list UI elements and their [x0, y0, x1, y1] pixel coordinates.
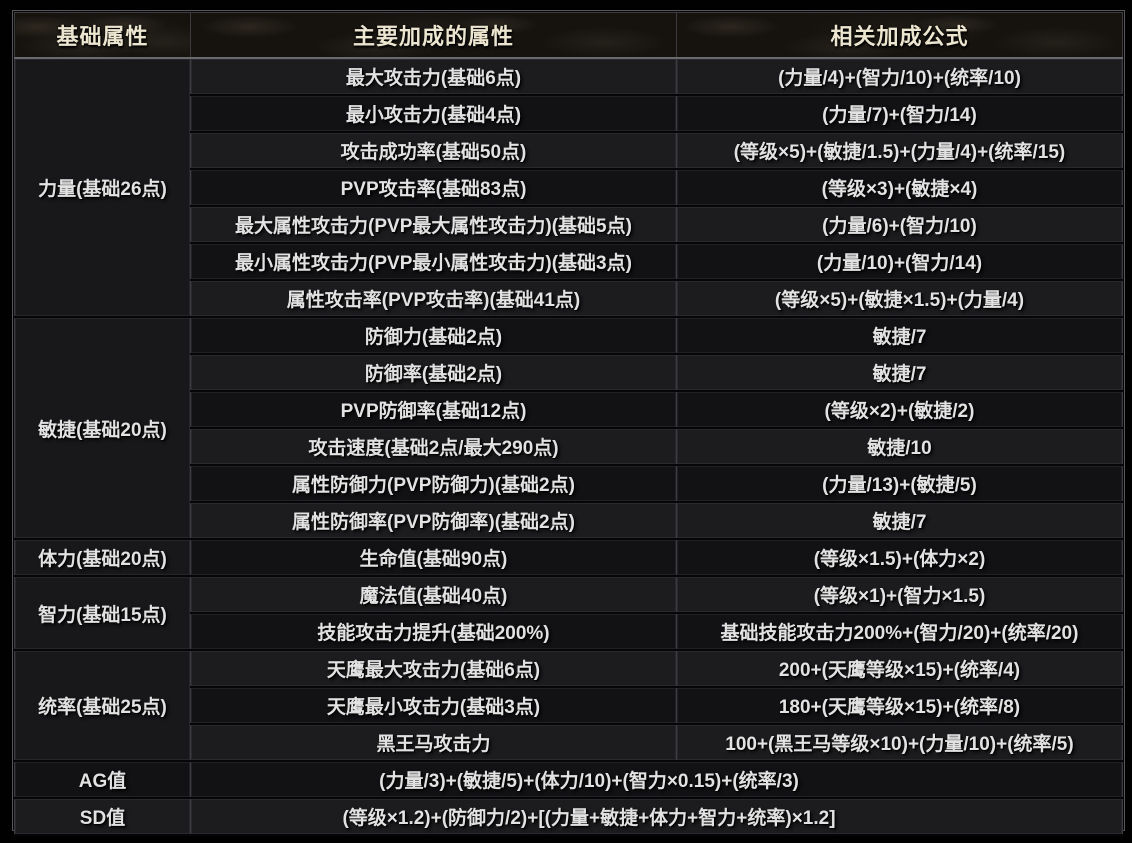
- summary-label-cell: SD值: [14, 797, 191, 836]
- table-row: PVP攻击率(基础83点) (等级×3)+(敏捷×4): [15, 168, 1123, 207]
- formula-cell: (等级×3)+(敏捷×4): [676, 168, 1123, 207]
- summary-label-cell: AG值: [14, 760, 191, 799]
- formula-cell: 200+(天鹰等级×15)+(统率/4): [676, 649, 1123, 688]
- formula-cell: (力量/4)+(智力/10)+(统率/10): [676, 57, 1123, 96]
- stats-table-frame: 基础属性 主要加成的属性 相关加成公式 力量(基础26点) 最大攻击力(基础6点)…: [12, 10, 1125, 836]
- stat-cell: 属性防御率(PVP防御率)(基础2点): [190, 501, 677, 540]
- table-row: 属性防御力(PVP防御力)(基础2点) (力量/13)+(敏捷/5): [15, 464, 1123, 503]
- stat-cell: 最小属性攻击力(PVP最小属性攻击力)(基础3点): [190, 242, 677, 281]
- stat-cell: PVP防御率(基础12点): [190, 390, 677, 429]
- formula-cell: 敏捷/7: [676, 316, 1123, 355]
- summary-row: SD值 (等级×1.2)+(防御力/2)+[(力量+敏捷+体力+智力+统率)×1.…: [14, 797, 1123, 836]
- stat-cell: 防御力(基础2点): [190, 316, 677, 355]
- formula-cell: 敏捷/7: [676, 501, 1123, 540]
- table-row: 体力(基础20点) 生命值(基础90点) (等级×1.5)+(体力×2): [14, 538, 1123, 577]
- table-row: 智力(基础15点) 魔法值(基础40点) (等级×1)+(智力×1.5): [14, 575, 1123, 651]
- formula-cell: (等级×5)+(敏捷/1.5)+(力量/4)+(统率/15): [676, 131, 1123, 170]
- table-row: 攻击成功率(基础50点) (等级×5)+(敏捷/1.5)+(力量/4)+(统率/1…: [15, 131, 1123, 170]
- stat-cell: 生命值(基础90点): [190, 538, 677, 577]
- stat-cell: 最小攻击力(基础4点): [190, 94, 677, 133]
- table-row: 属性防御率(PVP防御率)(基础2点) 敏捷/7: [15, 501, 1123, 540]
- formula-cell: (等级×2)+(敏捷/2): [676, 390, 1123, 429]
- table-row: PVP防御率(基础12点) (等级×2)+(敏捷/2): [15, 390, 1123, 429]
- table-row: 黑王马攻击力 100+(黑王马等级×10)+(力量/10)+(统率/5): [15, 723, 1123, 762]
- table-row: 天鹰最小攻击力(基础3点) 180+(天鹰等级×15)+(统率/8): [15, 686, 1123, 725]
- stat-cell: 天鹰最小攻击力(基础3点): [190, 686, 677, 725]
- summary-formula-cell: (等级×1.2)+(防御力/2)+[(力量+敏捷+体力+智力+统率)×1.2]: [190, 797, 1123, 836]
- summary-formula-cell: (力量/3)+(敏捷/5)+(体力/10)+(智力×0.15)+(统率/3): [190, 760, 1123, 799]
- table-row: 最小属性攻击力(PVP最小属性攻击力)(基础3点) (力量/10)+(智力/14): [15, 242, 1123, 281]
- summary-row: AG值 (力量/3)+(敏捷/5)+(体力/10)+(智力×0.15)+(统率/3…: [14, 760, 1123, 799]
- table-row: 防御率(基础2点) 敏捷/7: [15, 353, 1123, 392]
- formula-cell: 100+(黑王马等级×10)+(力量/10)+(统率/5): [676, 723, 1123, 762]
- formula-cell: 敏捷/7: [676, 353, 1123, 392]
- table-row: 最大属性攻击力(PVP最大属性攻击力)(基础5点) (力量/6)+(智力/10): [15, 205, 1123, 244]
- header-formula: 相关加成公式: [676, 12, 1123, 59]
- table-header-row: 基础属性 主要加成的属性 相关加成公式: [14, 12, 1123, 59]
- stat-cell: 属性攻击率(PVP攻击率)(基础41点): [190, 279, 677, 318]
- base-attribute-cell: 统率(基础25点): [14, 649, 191, 762]
- stat-cell: 黑王马攻击力: [190, 723, 677, 762]
- stat-cell: 魔法值(基础40点): [190, 575, 677, 614]
- table-row: 敏捷(基础20点) 防御力(基础2点) 敏捷/7: [14, 316, 1123, 540]
- stat-cell: 天鹰最大攻击力(基础6点): [190, 649, 677, 688]
- stat-cell: 攻击速度(基础2点/最大290点): [190, 427, 677, 466]
- base-attribute-cell: 敏捷(基础20点): [14, 316, 191, 540]
- formula-cell: (等级×5)+(敏捷×1.5)+(力量/4): [676, 279, 1123, 318]
- stat-cell: 最大攻击力(基础6点): [190, 57, 677, 96]
- header-bonus-stat: 主要加成的属性: [190, 12, 677, 59]
- formula-cell: 180+(天鹰等级×15)+(统率/8): [676, 686, 1123, 725]
- formula-cell: 基础技能攻击力200%+(智力/20)+(统率/20): [676, 612, 1123, 651]
- formula-cell: (力量/13)+(敏捷/5): [676, 464, 1123, 503]
- formula-cell: (力量/6)+(智力/10): [676, 205, 1123, 244]
- table-row: 攻击速度(基础2点/最大290点) 敏捷/10: [15, 427, 1123, 466]
- header-base-attribute: 基础属性: [14, 12, 191, 59]
- stat-cell: 攻击成功率(基础50点): [190, 131, 677, 170]
- formula-cell: (等级×1.5)+(体力×2): [676, 538, 1123, 577]
- table-row: 统率(基础25点) 天鹰最大攻击力(基础6点) 200+(天鹰等级×15)+(统率/…: [14, 649, 1123, 762]
- stat-cell: 属性防御力(PVP防御力)(基础2点): [190, 464, 677, 503]
- table-row: 属性攻击率(PVP攻击率)(基础41点) (等级×5)+(敏捷×1.5)+(力量/…: [15, 279, 1123, 318]
- base-attribute-cell: 智力(基础15点): [14, 575, 191, 651]
- attribute-bonus-table: 基础属性 主要加成的属性 相关加成公式 力量(基础26点) 最大攻击力(基础6点)…: [14, 12, 1123, 836]
- stat-cell: 最大属性攻击力(PVP最大属性攻击力)(基础5点): [190, 205, 677, 244]
- table-row: 技能攻击力提升(基础200%) 基础技能攻击力200%+(智力/20)+(统率/2…: [15, 612, 1123, 651]
- base-attribute-cell: 体力(基础20点): [14, 538, 191, 577]
- formula-cell: (等级×1)+(智力×1.5): [676, 575, 1123, 614]
- stat-cell: PVP攻击率(基础83点): [190, 168, 677, 207]
- stat-cell: 防御率(基础2点): [190, 353, 677, 392]
- formula-cell: 敏捷/10: [676, 427, 1123, 466]
- formula-cell: (力量/10)+(智力/14): [676, 242, 1123, 281]
- stat-cell: 技能攻击力提升(基础200%): [190, 612, 677, 651]
- table-row: 力量(基础26点) 最大攻击力(基础6点) (力量/4)+(智力/10)+(统率/1…: [14, 57, 1123, 318]
- base-attribute-cell: 力量(基础26点): [14, 57, 191, 318]
- formula-cell: (力量/7)+(智力/14): [676, 94, 1123, 133]
- table-body: 力量(基础26点) 最大攻击力(基础6点) (力量/4)+(智力/10)+(统率/1…: [14, 57, 1123, 836]
- table-row: 最小攻击力(基础4点) (力量/7)+(智力/14): [15, 94, 1123, 133]
- table-header: 基础属性 主要加成的属性 相关加成公式: [14, 12, 1123, 59]
